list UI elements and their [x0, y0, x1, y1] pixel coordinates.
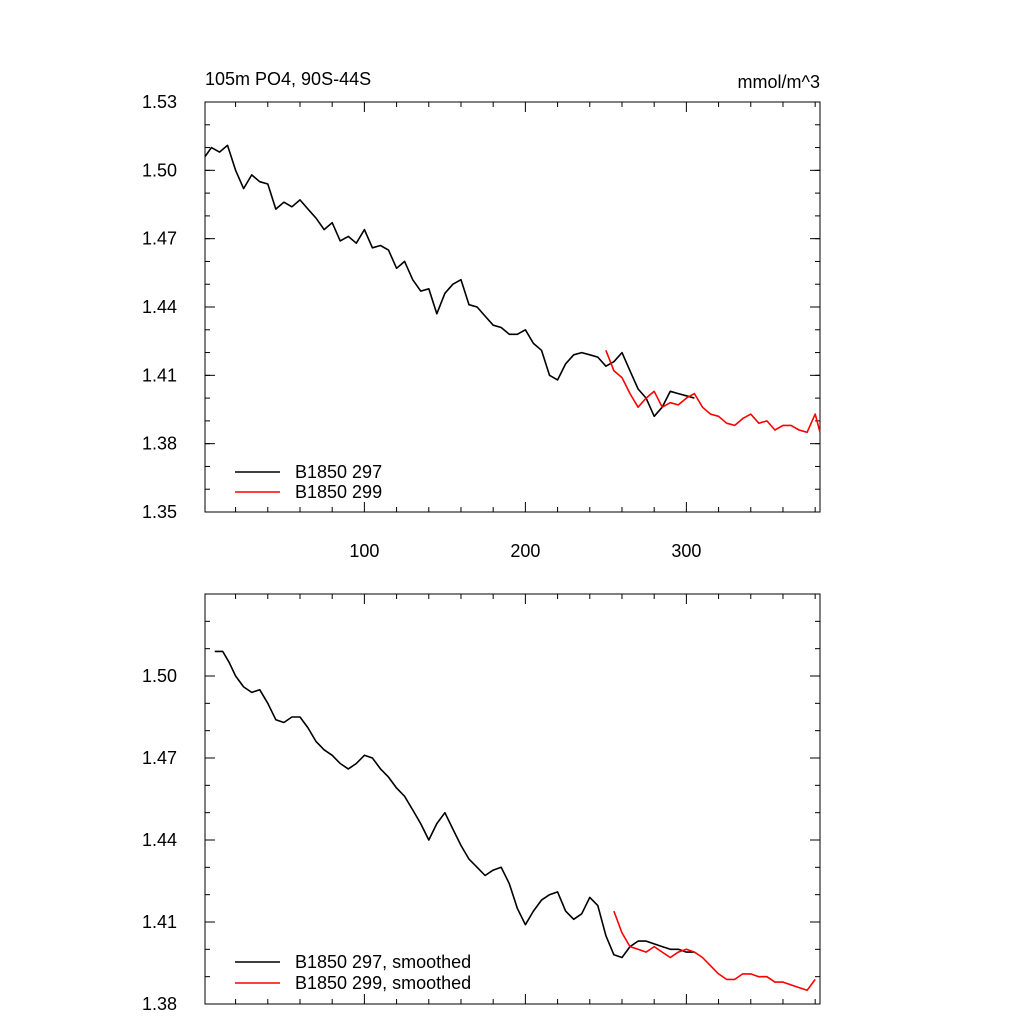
top-legend: B1850 297 B1850 299: [235, 462, 382, 502]
top-ytick-label: 1.41: [142, 365, 177, 385]
top-xtick-label: 200: [510, 541, 540, 561]
top-xtick-label: 300: [671, 541, 701, 561]
bottom-series-299-line: [613, 910, 816, 992]
bottom-ytick-label: 1.50: [142, 666, 177, 686]
top-series-297-line: [204, 144, 695, 418]
top-ytick-label: 1.53: [142, 92, 177, 112]
bottom-series-297-line: [214, 650, 695, 959]
top-panel: 105m PO4, 90S-44S mmol/m^3 1.351.381.411…: [142, 69, 821, 561]
bottom-series-group: [214, 650, 816, 992]
top-panel-units: mmol/m^3: [738, 72, 820, 92]
top-ytick-label: 1.50: [142, 160, 177, 180]
top-ytick-label: 1.44: [142, 297, 177, 317]
top-axis-ticks: 1.35 1.38 1.41 1.44 1.47 1.50 1.53 100 200 300: [142, 92, 820, 561]
top-ytick-label: 1.35: [142, 502, 177, 522]
bottom-legend-label-297: B1850 297, smoothed: [295, 952, 471, 972]
top-ytick-label: 1.47: [142, 229, 177, 249]
top-plot-frame: [204, 101, 821, 513]
top-xtick-label: 100: [349, 541, 379, 561]
bottom-ytick-label: 1.41: [142, 912, 177, 932]
bottom-legend-label-299: B1850 299, smoothed: [295, 973, 471, 993]
top-legend-label-299: B1850 299: [295, 482, 382, 502]
bottom-panel: 1.38 1.41 1.44 1.47 1.50 B1850 297, smoothed…: [142, 593, 821, 1014]
bottom-legend: B1850 297, smoothed B1850 299, smoothed: [235, 952, 471, 993]
top-series-group: [204, 144, 821, 434]
top-legend-label-297: B1850 297: [295, 462, 382, 482]
bottom-ytick-label: 1.47: [142, 748, 177, 768]
top-panel-title: 105m PO4, 90S-44S: [205, 69, 371, 89]
bottom-ytick-label: 1.44: [142, 830, 177, 850]
top-ytick-label: 1.38: [142, 434, 177, 454]
bottom-axis-ticks: 1.38 1.41 1.44 1.47 1.50: [142, 593, 820, 1014]
bottom-ytick-label: 1.38: [142, 994, 177, 1014]
top-series-299-line: [605, 350, 821, 434]
bottom-plot-frame: [204, 593, 821, 1005]
